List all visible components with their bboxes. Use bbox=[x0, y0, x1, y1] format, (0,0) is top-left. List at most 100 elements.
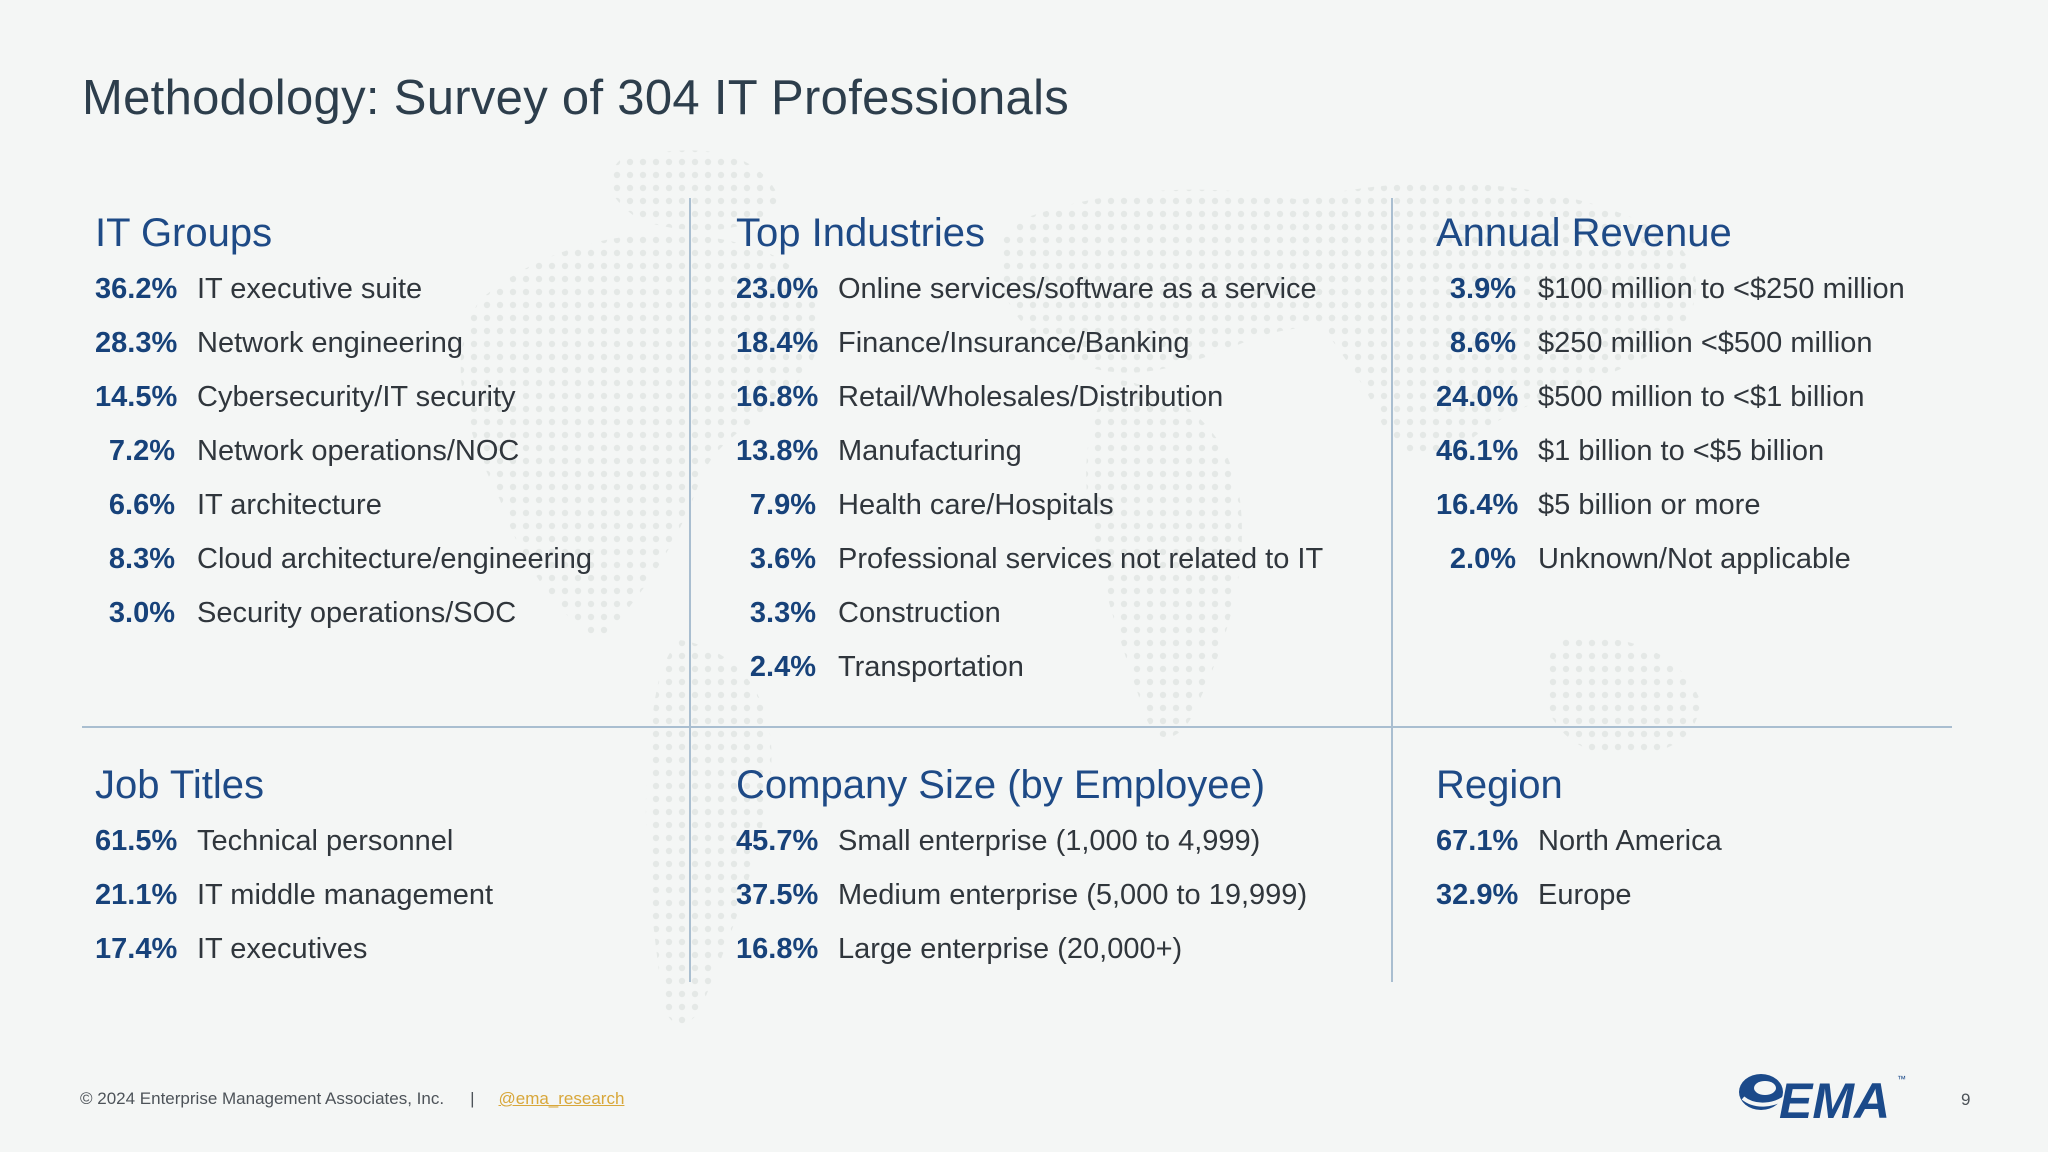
page-title: Methodology: Survey of 304 IT Profession… bbox=[82, 71, 1070, 125]
percentage: 67.1% bbox=[1436, 825, 1519, 857]
list-item: 61.5% Technical personnel bbox=[95, 825, 493, 879]
percentage: 7.9% bbox=[749, 489, 816, 521]
percentage: 14.5% bbox=[95, 381, 178, 413]
item-label: Europe bbox=[1538, 879, 1632, 911]
column-divider-right bbox=[1391, 198, 1393, 982]
twitter-handle-link[interactable]: @ema_research bbox=[498, 1089, 625, 1108]
ema-swirl-icon bbox=[1739, 1074, 1789, 1110]
list-item: 8.6% $250 million <$500 million bbox=[1436, 327, 1905, 381]
item-label: Network engineering bbox=[197, 327, 463, 359]
percentage: 18.4% bbox=[736, 327, 819, 359]
list-item: 17.4% IT executives bbox=[95, 933, 493, 987]
percentage: 16.8% bbox=[736, 933, 819, 965]
list-item: 45.7% Small enterprise (1,000 to 4,999) bbox=[736, 825, 1307, 879]
percentage: 17.4% bbox=[95, 933, 178, 965]
percentage: 16.4% bbox=[1436, 489, 1519, 521]
page-number: 9 bbox=[1961, 1090, 1971, 1109]
list-item: 21.1% IT middle management bbox=[95, 879, 493, 933]
percentage: 3.9% bbox=[1449, 273, 1516, 305]
percentage: 16.8% bbox=[736, 381, 819, 413]
item-label: Retail/Wholesales/Distribution bbox=[838, 381, 1224, 413]
percentage: 8.6% bbox=[1449, 327, 1516, 359]
percentage: 3.6% bbox=[749, 543, 816, 575]
item-label: $250 million <$500 million bbox=[1538, 327, 1873, 359]
list-item: 32.9% Europe bbox=[1436, 879, 1722, 933]
footer-separator: | bbox=[470, 1089, 475, 1108]
percentage: 2.0% bbox=[1449, 543, 1516, 575]
percentage: 36.2% bbox=[95, 273, 178, 305]
list-item: 46.1% $1 billion to <$5 billion bbox=[1436, 435, 1905, 489]
item-label: Technical personnel bbox=[197, 825, 454, 857]
list-item: 16.4% $5 billion or more bbox=[1436, 489, 1905, 543]
item-label: IT executives bbox=[197, 933, 368, 965]
item-label: Medium enterprise (5,000 to 19,999) bbox=[838, 879, 1308, 911]
item-label: Unknown/Not applicable bbox=[1538, 543, 1851, 575]
item-label: Finance/Insurance/Banking bbox=[838, 327, 1190, 359]
list-item: 3.6% Professional services not related to… bbox=[736, 543, 1323, 597]
ema-logo-text: EMA bbox=[1779, 1073, 1890, 1126]
item-label: North America bbox=[1538, 825, 1722, 857]
list-item: 36.2% IT executive suite bbox=[95, 273, 592, 327]
copyright-text: © 2024 Enterprise Management Associates,… bbox=[80, 1089, 445, 1108]
item-label: Cloud architecture/engineering bbox=[197, 543, 592, 575]
list-item: 2.4% Transportation bbox=[736, 651, 1323, 705]
section-heading-company-size: Company Size (by Employee) bbox=[736, 763, 1266, 807]
list-item: 37.5% Medium enterprise (5,000 to 19,999) bbox=[736, 879, 1307, 933]
list-item: 16.8% Retail/Wholesales/Distribution bbox=[736, 381, 1323, 435]
list-item: 2.0% Unknown/Not applicable bbox=[1436, 543, 1905, 597]
list-item: 16.8% Large enterprise (20,000+) bbox=[736, 933, 1307, 987]
percentage: 13.8% bbox=[736, 435, 819, 467]
item-label: Large enterprise (20,000+) bbox=[838, 933, 1183, 965]
column-divider-left bbox=[689, 198, 691, 982]
item-label: IT middle management bbox=[197, 879, 494, 911]
list-item: 8.3% Cloud architecture/engineering bbox=[95, 543, 592, 597]
section-heading-annual-revenue: Annual Revenue bbox=[1436, 211, 1732, 255]
item-label: Cybersecurity/IT security bbox=[197, 381, 516, 413]
item-label: Professional services not related to IT bbox=[838, 543, 1324, 575]
section-top-industries: Top Industries 23.0% Online services/soft… bbox=[736, 205, 1323, 705]
list-item: 7.2% Network operations/NOC bbox=[95, 435, 592, 489]
list-item: 6.6% IT architecture bbox=[95, 489, 592, 543]
percentage: 23.0% bbox=[736, 273, 819, 305]
percentage: 3.0% bbox=[108, 597, 175, 629]
percentage: 61.5% bbox=[95, 825, 178, 857]
section-region: Region 67.1% North America 32.9% Europe bbox=[1436, 757, 1722, 933]
list-item: 3.0% Security operations/SOC bbox=[95, 597, 592, 651]
item-label: Manufacturing bbox=[838, 435, 1022, 467]
percentage: 32.9% bbox=[1436, 879, 1519, 911]
section-annual-revenue: Annual Revenue 3.9% $100 million to <$250… bbox=[1436, 205, 1905, 597]
list-item: 14.5% Cybersecurity/IT security bbox=[95, 381, 592, 435]
percentage: 3.3% bbox=[749, 597, 816, 629]
ema-logo: EMA ™ bbox=[1739, 1073, 1906, 1126]
list-item: 3.9% $100 million to <$250 million bbox=[1436, 273, 1905, 327]
item-label: Construction bbox=[838, 597, 1001, 629]
percentage: 8.3% bbox=[108, 543, 175, 575]
list-item: 23.0% Online services/software as a servi… bbox=[736, 273, 1323, 327]
percentage: 37.5% bbox=[736, 879, 819, 911]
footer: © 2024 Enterprise Management Associates,… bbox=[80, 1089, 624, 1109]
section-company-size: Company Size (by Employee) 45.7% Small en… bbox=[736, 757, 1307, 987]
item-label: Health care/Hospitals bbox=[838, 489, 1114, 521]
section-heading-it-groups: IT Groups bbox=[95, 211, 273, 255]
item-label: Transportation bbox=[838, 651, 1024, 683]
list-item: 67.1% North America bbox=[1436, 825, 1722, 879]
percentage: 21.1% bbox=[95, 879, 178, 911]
item-label: Small enterprise (1,000 to 4,999) bbox=[838, 825, 1261, 857]
trademark-symbol: ™ bbox=[1897, 1074, 1906, 1084]
list-item: 3.3% Construction bbox=[736, 597, 1323, 651]
percentage: 46.1% bbox=[1436, 435, 1519, 467]
item-label: $5 billion or more bbox=[1538, 489, 1761, 521]
item-label: $100 million to <$250 million bbox=[1538, 273, 1905, 305]
list-item: 28.3% Network engineering bbox=[95, 327, 592, 381]
list-item: 24.0% $500 million to <$1 billion bbox=[1436, 381, 1905, 435]
section-heading-top-industries: Top Industries bbox=[736, 211, 986, 255]
percentage: 45.7% bbox=[736, 825, 819, 857]
item-label: $500 million to <$1 billion bbox=[1538, 381, 1865, 413]
section-heading-job-titles: Job Titles bbox=[95, 763, 264, 807]
percentage: 24.0% bbox=[1436, 381, 1519, 413]
section-heading-region: Region bbox=[1436, 763, 1563, 807]
row-divider bbox=[82, 726, 1952, 728]
section-it-groups: IT Groups 36.2% IT executive suite 28.3% N… bbox=[95, 205, 592, 651]
section-job-titles: Job Titles 61.5% Technical personnel 21.1… bbox=[95, 757, 493, 987]
item-label: $1 billion to <$5 billion bbox=[1538, 435, 1825, 467]
